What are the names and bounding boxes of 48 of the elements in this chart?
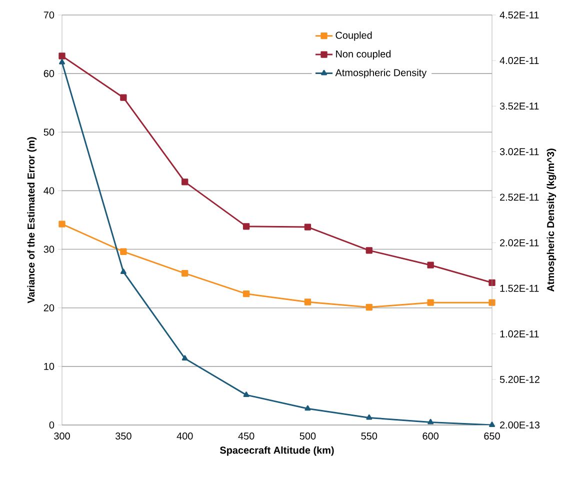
point xyxy=(58,52,66,60)
point xyxy=(120,94,127,101)
y2-tick-label: 3.02E-11 xyxy=(500,148,539,156)
y-tick-label: 10 xyxy=(44,362,54,370)
y2-tick-label: 2.02E-11 xyxy=(500,239,539,246)
x-tick-label: 550 xyxy=(361,432,378,440)
legend-label: Atmospheric Density xyxy=(335,68,427,78)
y2-tick-label: 1.02E-11 xyxy=(500,330,539,338)
x-tick-label: 400 xyxy=(176,432,193,440)
y2-tick-label: 2.00E-13 xyxy=(500,421,540,429)
x-tick-label: 600 xyxy=(422,432,438,440)
y2-tick-label: 3.52E-11 xyxy=(500,102,539,110)
point xyxy=(182,270,188,277)
point xyxy=(304,224,312,230)
y-axis-title: Variance of the Estimated Error (m) xyxy=(27,137,37,304)
point xyxy=(304,298,312,306)
x-tick-label: 650 xyxy=(484,432,500,440)
point xyxy=(366,247,372,254)
y-tick-label: 0 xyxy=(49,421,54,429)
point xyxy=(182,178,188,186)
y2-tick-label: 1.52E-11 xyxy=(500,284,539,292)
y2-tick-label: 4.02E-11 xyxy=(500,57,539,64)
point xyxy=(242,223,250,230)
point xyxy=(427,262,434,268)
y2-tick-label: 2.52E-11 xyxy=(500,194,539,201)
y2-axis-title: Atmospheric Density (kg/m^3) xyxy=(546,148,556,292)
x-tick-label: 500 xyxy=(300,432,316,440)
point xyxy=(366,304,372,311)
y-tick-label: 40 xyxy=(44,187,54,194)
x-tick-label: 450 xyxy=(238,432,254,440)
x-tick-label: 350 xyxy=(115,432,132,440)
point xyxy=(488,279,496,286)
y-tick-label: 50 xyxy=(44,128,54,136)
legend-label: Non coupled xyxy=(336,50,391,60)
y-tick-label: 30 xyxy=(44,246,54,253)
x-axis-title: Spacecraft Altitude (km) xyxy=(220,446,334,456)
point xyxy=(427,299,434,306)
point xyxy=(488,299,496,306)
y2-tick-label: 4.52E-11 xyxy=(500,11,539,19)
point xyxy=(242,290,250,298)
point xyxy=(120,248,127,255)
y-tick-label: 70 xyxy=(44,11,54,19)
legend-label: Coupled xyxy=(336,31,372,41)
y2-tick-label: 5.20E-12 xyxy=(500,376,540,383)
y-tick-label: 20 xyxy=(44,304,54,312)
point xyxy=(58,220,66,228)
x-tick-label: 300 xyxy=(54,432,70,440)
y-tick-label: 60 xyxy=(44,70,54,78)
